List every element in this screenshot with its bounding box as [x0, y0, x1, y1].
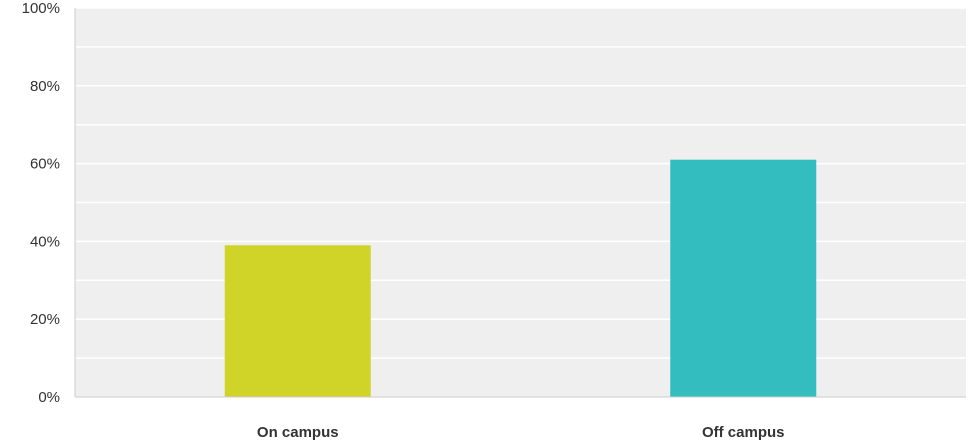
y-tick-label: 60% [30, 156, 60, 173]
y-tick-label: 0% [38, 389, 60, 406]
y-tick-label: 80% [30, 78, 60, 95]
axes [74, 8, 966, 398]
y-axis-tick-labels: 0% 20% 40% 60% 80% 100% [22, 0, 60, 406]
x-category-label: On campus [257, 424, 339, 441]
bars [224, 159, 817, 397]
y-tick-label: 100% [22, 0, 60, 17]
gridlines [75, 7, 966, 359]
y-tick-label: 40% [30, 233, 60, 250]
y-tick-label: 20% [30, 311, 60, 328]
bar-off-campus [670, 159, 817, 397]
x-axis-category-labels: On campus Off campus [257, 424, 785, 441]
x-category-label: Off campus [702, 424, 785, 441]
bar-on-campus [224, 245, 371, 397]
